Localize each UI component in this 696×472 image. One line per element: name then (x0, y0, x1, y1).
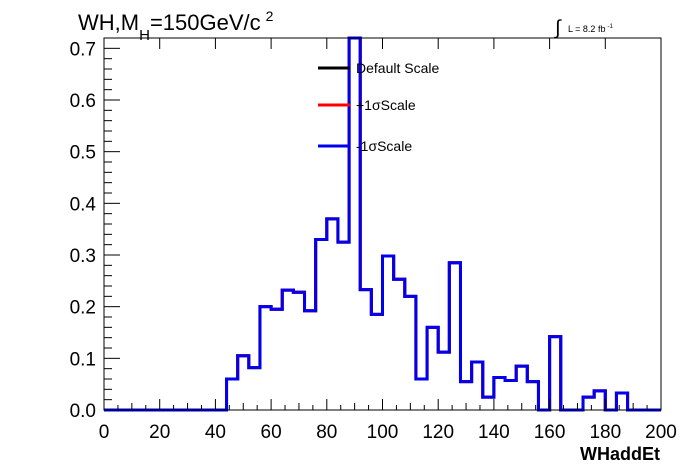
legend-label: +1σScale (356, 97, 416, 113)
axis-ticks: 0 20 40 60 80 100 120 140 160 180 200 0.0 0.1 0.2 0.3 0… (70, 38, 677, 443)
x-tick-label: 200 (645, 422, 677, 443)
legend: Default Scale +1σScale -1σScale (318, 60, 439, 154)
x-tick-label: 140 (478, 422, 510, 443)
x-tick-label: 40 (205, 422, 226, 443)
y-tick-label: 0.6 (70, 91, 96, 112)
y-tick-label: 0.1 (70, 349, 96, 370)
y-tick-label: 0.7 (70, 39, 96, 60)
legend-label: Default Scale (356, 60, 439, 76)
y-tick-label: 0.3 (70, 246, 96, 267)
y-tick-label: 0.0 (70, 401, 96, 422)
luminosity-label: L = 8.2 fb -1 (568, 24, 613, 34)
y-tick-label: 0.5 (70, 143, 96, 164)
x-tick-label: 180 (589, 422, 621, 443)
series-line-1 (104, 36, 661, 412)
x-axis-label: WHaddEt (580, 444, 660, 464)
x-tick-label: 0 (99, 422, 110, 443)
series-line-2 (104, 36, 661, 412)
x-tick-label: 20 (149, 422, 170, 443)
series-line-0 (104, 36, 661, 412)
x-tick-label: 60 (261, 422, 282, 443)
x-tick-label: 100 (367, 422, 399, 443)
legend-label: -1σScale (356, 138, 412, 154)
y-tick-label: 0.4 (70, 194, 97, 215)
plot-frame (103, 37, 662, 411)
chart-title: WH,MH=150GeV/c 2 (78, 8, 274, 44)
x-tick-label: 160 (534, 422, 566, 443)
integral-symbol: ∫ (554, 17, 562, 39)
y-tick-label: 0.2 (70, 298, 96, 319)
x-tick-label: 80 (316, 422, 337, 443)
x-tick-label: 120 (422, 422, 454, 443)
plot-area (104, 36, 661, 412)
